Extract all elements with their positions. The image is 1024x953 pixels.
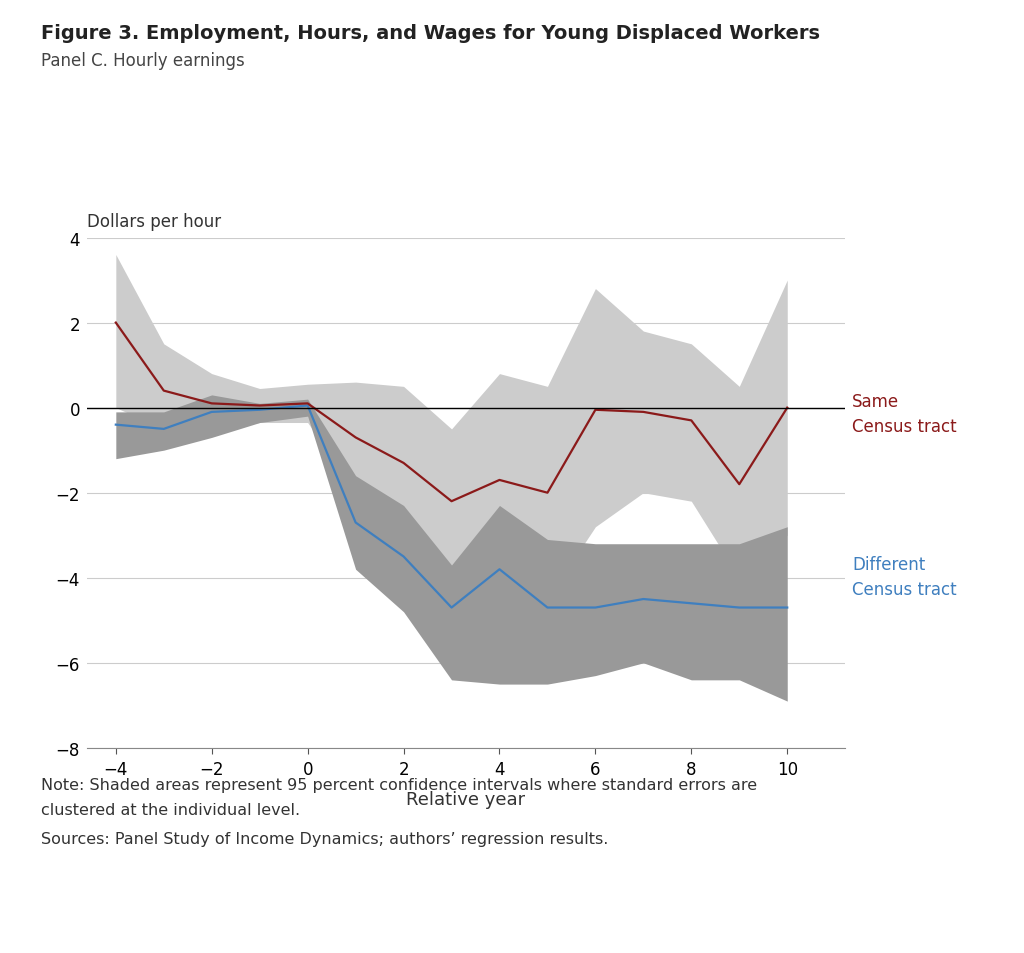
Text: Sources: Panel Study of Income Dynamics; authors’ regression results.: Sources: Panel Study of Income Dynamics;… [41,831,608,846]
Text: Same
Census tract: Same Census tract [852,393,956,436]
Text: Panel C. Hourly earnings: Panel C. Hourly earnings [41,52,245,71]
Text: Figure 3. Employment, Hours, and Wages for Young Displaced Workers: Figure 3. Employment, Hours, and Wages f… [41,24,820,43]
Text: Dollars per hour: Dollars per hour [87,213,221,231]
Text: Note: Shaded areas represent 95 percent confidence intervals where standard erro: Note: Shaded areas represent 95 percent … [41,777,757,792]
Text: clustered at the individual level.: clustered at the individual level. [41,802,300,818]
Text: Different
Census tract: Different Census tract [852,555,956,598]
X-axis label: Relative year: Relative year [407,790,525,807]
